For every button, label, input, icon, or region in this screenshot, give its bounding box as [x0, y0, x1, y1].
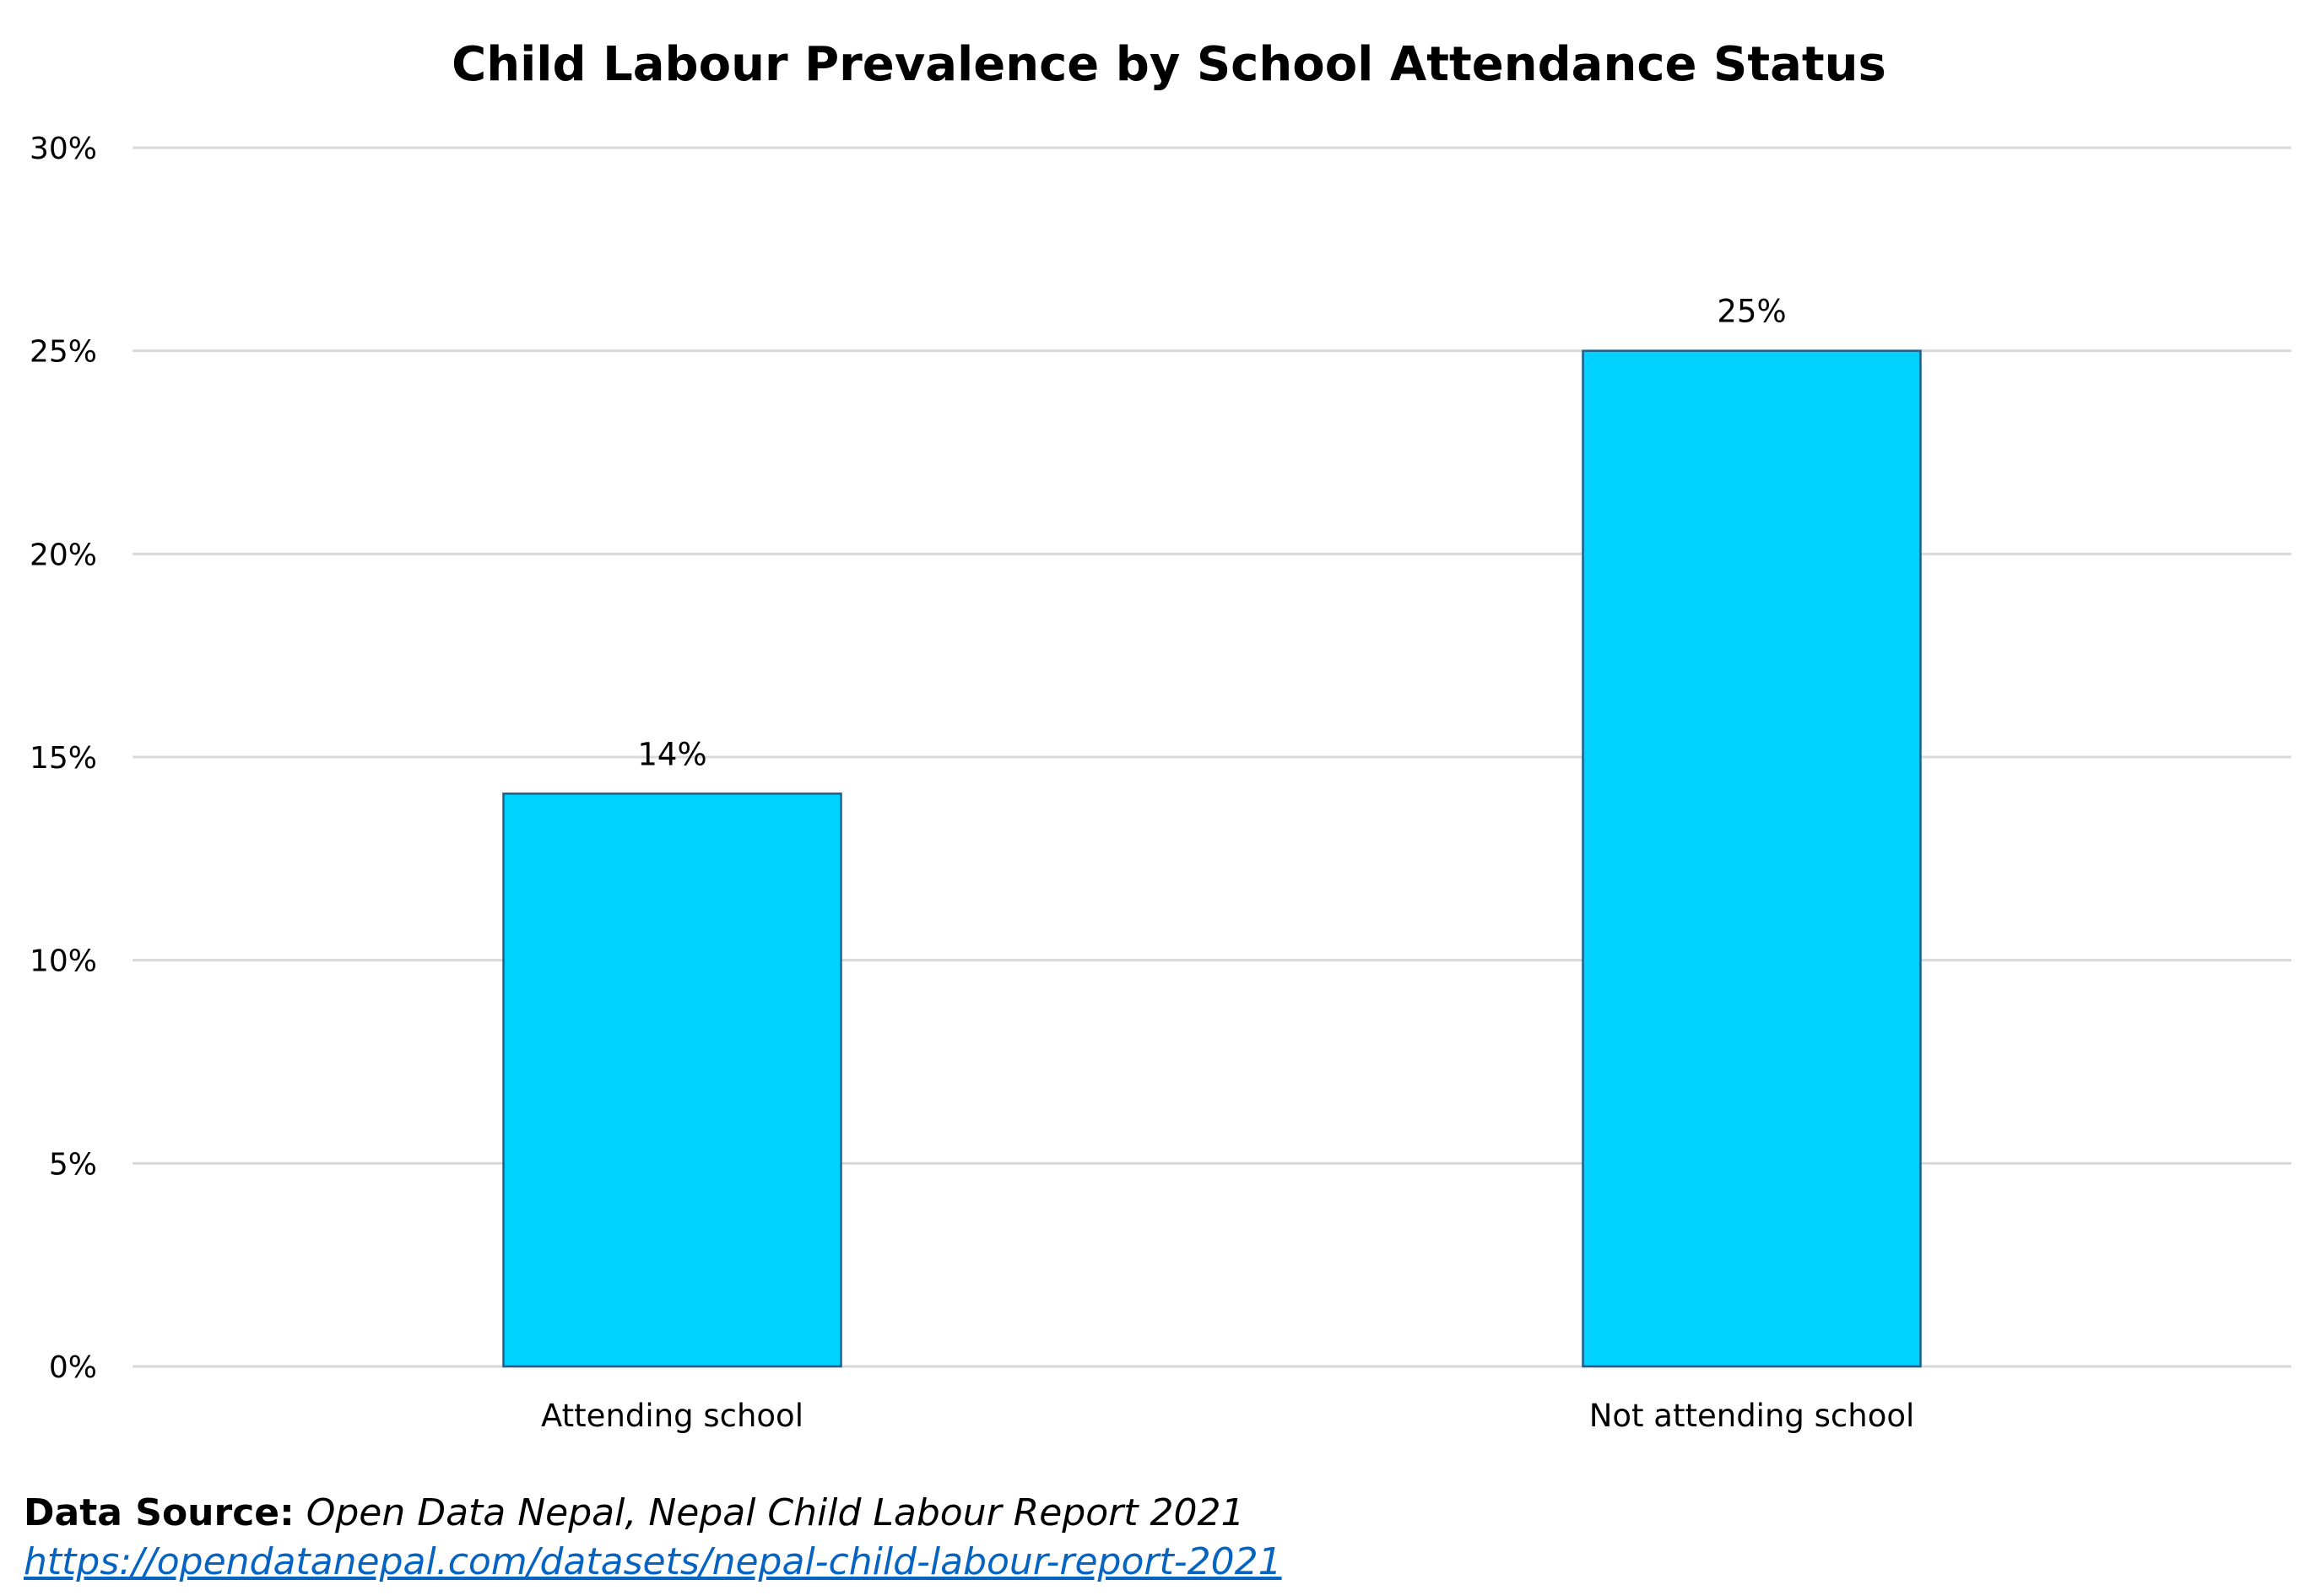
data-label: 25% — [1717, 294, 1786, 330]
x-tick-label: Not attending school — [1589, 1398, 1915, 1434]
x-tick-label: Attending school — [541, 1398, 803, 1434]
data-source-note: Data Source: Open Data Nepal, Nepal Chil… — [24, 1489, 1244, 1538]
y-axis-ticks: 0% 5% 10% 15% 20% 25% 30% — [30, 132, 97, 1385]
y-tick-label: 15% — [30, 741, 97, 776]
y-tick-label: 10% — [30, 944, 97, 979]
y-tick-label: 30% — [30, 132, 97, 166]
y-tick-label: 0% — [49, 1350, 97, 1385]
data-source-text: Open Data Nepal, Nepal Child Labour Repo… — [294, 1491, 1245, 1534]
chart-title: Child Labour Prevalence by School Attend… — [452, 37, 1886, 92]
data-label: 14% — [637, 736, 706, 772]
gridlines — [133, 146, 2291, 1368]
bars — [502, 349, 1922, 1368]
y-tick-label: 20% — [30, 538, 97, 572]
data-labels: 14% 25% — [637, 294, 1786, 773]
bar — [502, 793, 842, 1368]
bar — [1582, 349, 1922, 1368]
y-tick-label: 25% — [30, 335, 97, 370]
x-axis-categories: Attending school Not attending school — [541, 1398, 1914, 1434]
y-tick-label: 5% — [49, 1147, 97, 1182]
data-source-label: Data Source: — [24, 1491, 295, 1534]
data-source-link[interactable]: https://opendatanepal.com/datasets/nepal… — [24, 1540, 1282, 1583]
